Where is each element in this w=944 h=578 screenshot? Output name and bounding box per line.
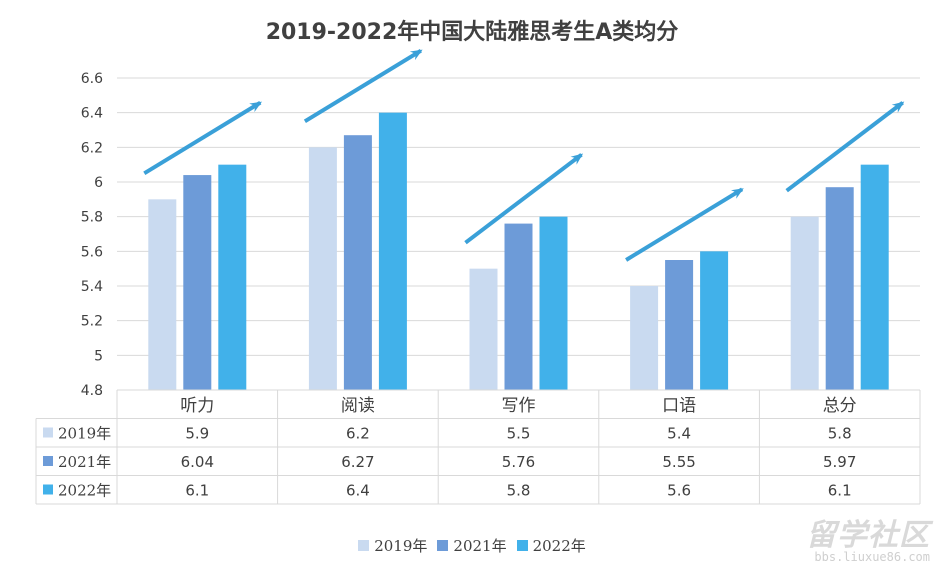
y-tick-label: 6 <box>94 175 103 191</box>
chart-title: 2019-2022年中国大陆雅思考生A类均分 <box>265 20 679 45</box>
chart-legend: 2019年 2021年 2022年 <box>0 535 944 556</box>
trend-arrow <box>303 48 423 124</box>
table-series-swatch <box>43 427 53 438</box>
y-tick-label: 6.2 <box>81 140 103 156</box>
bar-2022年-总分 <box>860 164 889 390</box>
y-tick-label: 5.2 <box>81 314 103 330</box>
legend-item: 2021年 <box>437 535 507 556</box>
legend-item: 2022年 <box>516 535 586 556</box>
table-series-swatch <box>43 456 53 466</box>
bar-2021年-写作 <box>504 223 533 390</box>
bar-2019年-听力 <box>148 199 177 390</box>
table-value: 5.55 <box>662 453 695 471</box>
y-tick-label: 6.4 <box>81 106 103 122</box>
table-value: 6.2 <box>346 425 370 443</box>
bar-2022年-阅读 <box>378 112 407 391</box>
y-tick-label: 4.8 <box>81 383 103 399</box>
table-value: 5.8 <box>828 425 852 443</box>
bar-2019年-总分 <box>790 216 819 390</box>
legend-label: 2022年 <box>532 537 586 555</box>
table-series-name: 2019年 <box>58 425 111 443</box>
table-value: 6.4 <box>346 482 370 500</box>
table-value: 6.1 <box>185 482 209 500</box>
table-value: 6.04 <box>181 453 214 471</box>
legend-swatch <box>358 540 370 551</box>
category-label: 总分 <box>823 396 857 416</box>
category-label: 口语 <box>662 396 696 416</box>
bar-2019年-阅读 <box>308 147 337 390</box>
y-tick-label: 6.6 <box>81 71 103 87</box>
legend-label: 2021年 <box>453 537 507 555</box>
trend-arrow <box>625 187 744 262</box>
y-tick-label: 5.4 <box>81 279 103 295</box>
category-label: 阅读 <box>341 396 375 416</box>
bar-2019年-口语 <box>630 286 659 390</box>
bar-2021年-总分 <box>825 187 854 390</box>
category-label: 写作 <box>502 396 536 416</box>
table-series-swatch <box>43 484 53 495</box>
watermark: 留学社区 bbs.liuxue86.com <box>806 510 930 564</box>
table-series-name: 2021年 <box>58 453 111 471</box>
y-tick-label: 5 <box>94 348 103 364</box>
trend-arrow <box>785 101 905 193</box>
trend-arrow <box>464 153 584 245</box>
bar-2022年-听力 <box>218 164 247 390</box>
bar-2022年-写作 <box>539 216 568 390</box>
y-tick-label: 5.8 <box>81 210 103 226</box>
watermark-url: bbs.liuxue86.com <box>814 550 930 564</box>
table-value: 5.5 <box>507 425 531 443</box>
legend-label: 2019年 <box>374 537 428 555</box>
bar-2019年-写作 <box>469 268 498 390</box>
table-value: 5.76 <box>502 453 535 471</box>
table-value: 5.8 <box>507 482 531 500</box>
legend-swatch <box>516 540 528 551</box>
table-value: 6.1 <box>828 482 852 500</box>
trend-arrow <box>143 100 263 176</box>
table-value: 5.97 <box>823 453 856 471</box>
legend-item: 2019年 <box>358 535 427 556</box>
y-tick-label: 5.6 <box>81 244 103 260</box>
table-series-name: 2022年 <box>58 482 111 500</box>
legend-swatch <box>437 540 449 551</box>
bar-2021年-阅读 <box>343 135 372 390</box>
table-value: 5.9 <box>185 425 209 443</box>
table-value: 5.4 <box>667 425 691 443</box>
bar-2021年-听力 <box>183 175 212 390</box>
category-label: 听力 <box>180 396 214 416</box>
table-value: 5.6 <box>667 482 691 500</box>
bar-2021年-口语 <box>665 260 694 390</box>
watermark-logo: 留学社区 <box>806 518 930 553</box>
bar-2022年-口语 <box>700 251 729 390</box>
table-value: 6.27 <box>341 453 374 471</box>
